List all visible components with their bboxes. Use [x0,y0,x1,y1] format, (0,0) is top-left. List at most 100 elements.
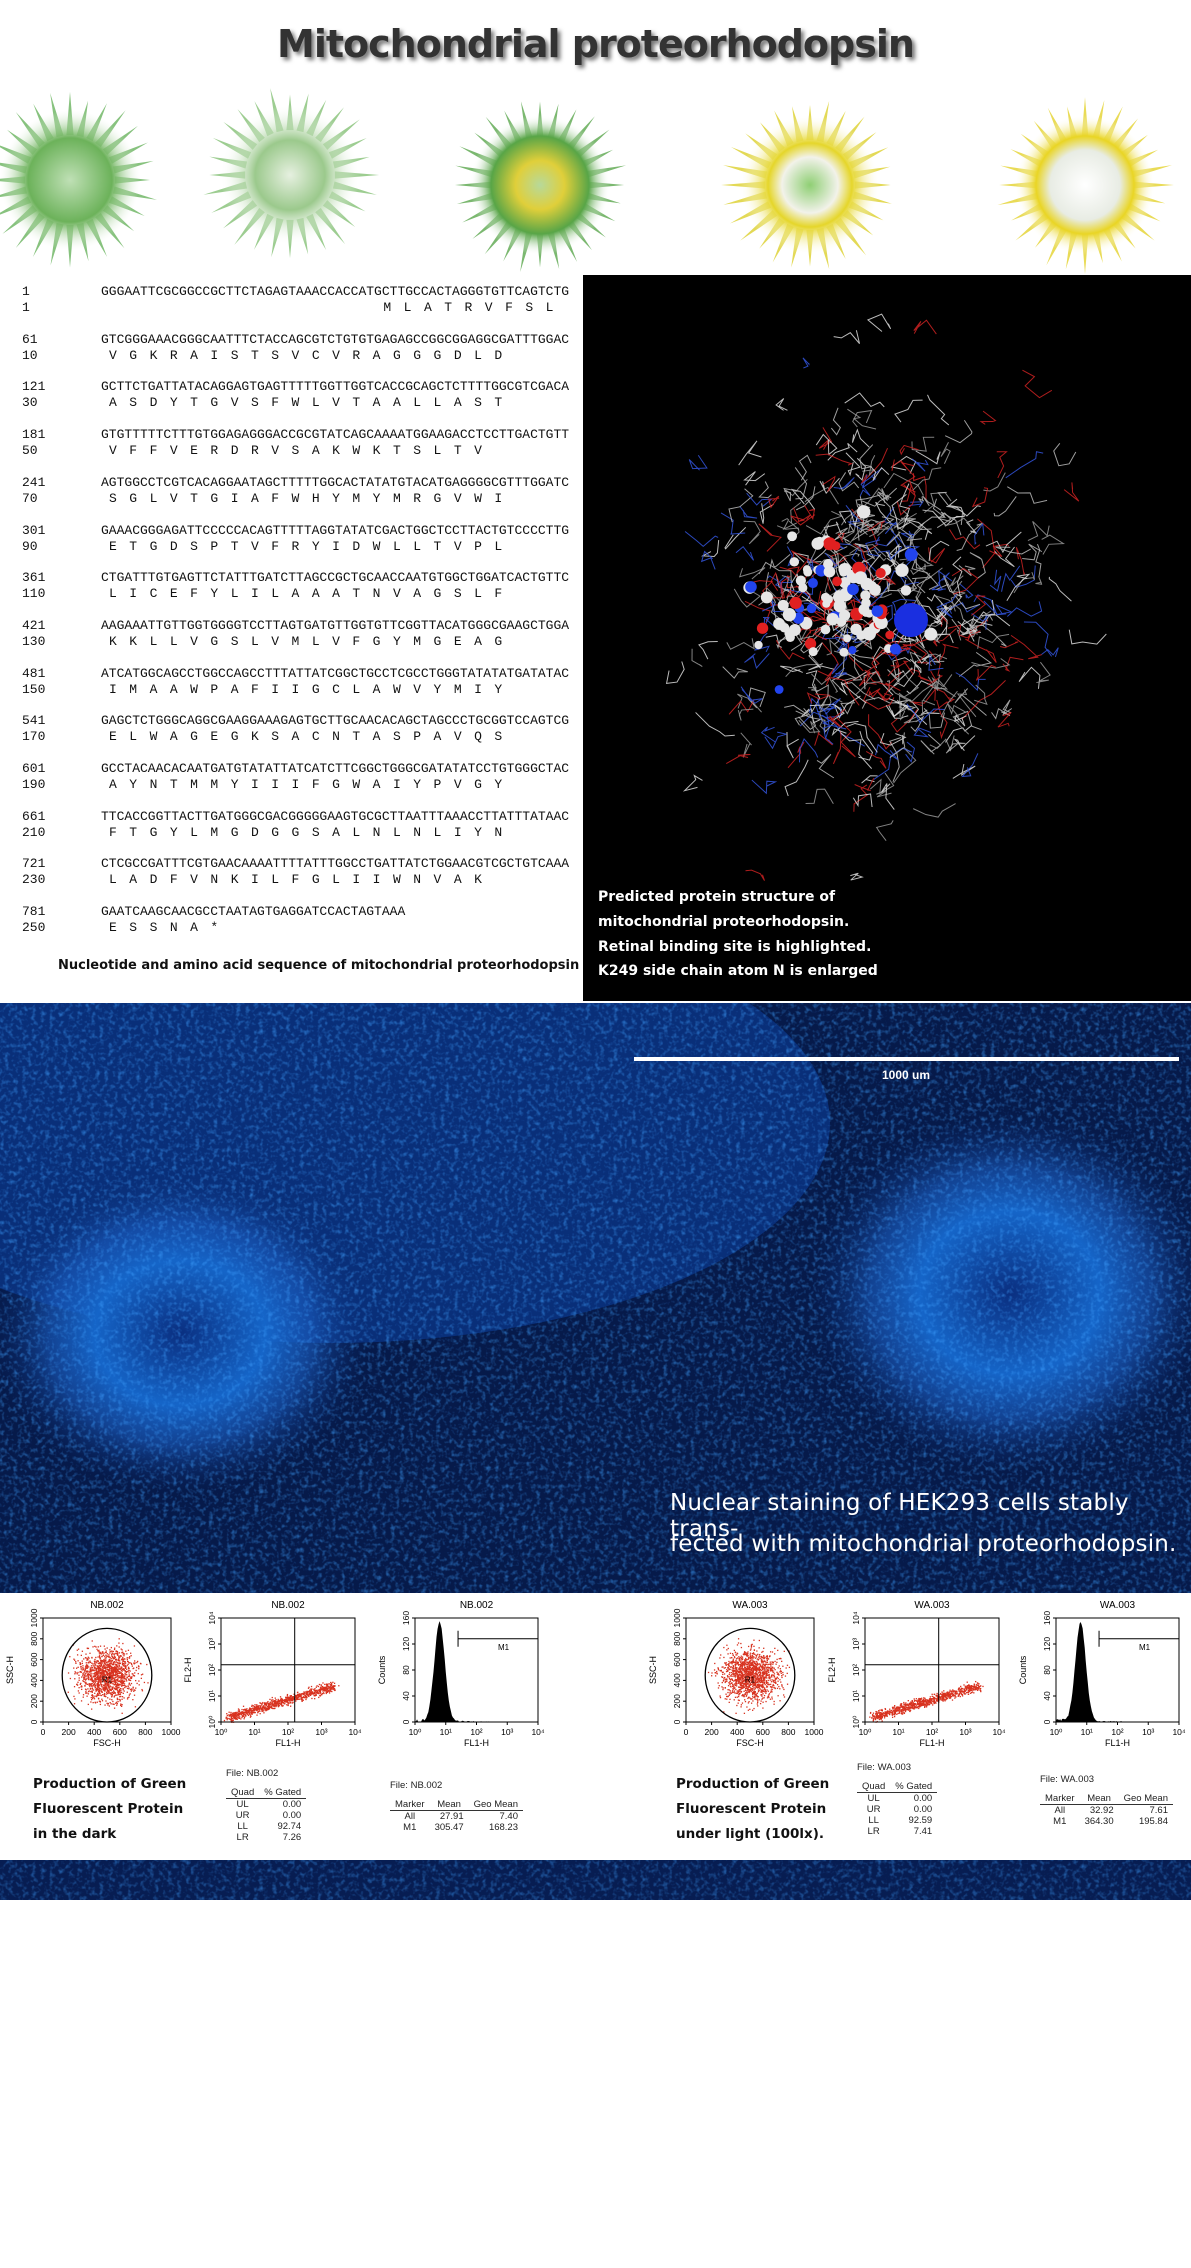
x-tick-label: 10⁰ [409,1727,422,1737]
event-dot [284,1700,286,1702]
event-dot [308,1694,310,1696]
event-dot [104,1689,106,1692]
event-dot [268,1707,270,1710]
event-dot [745,1683,747,1686]
event-dot [734,1662,737,1664]
table-cell: 27.91 [439,1811,464,1822]
event-dot [126,1698,129,1700]
bond [815,453,853,466]
event-dot [721,1686,723,1688]
event-dot [744,1666,746,1668]
event-dot [95,1678,97,1681]
event-dot [87,1688,89,1690]
table-row: LR 7.26 [226,1832,306,1843]
event-dot [761,1665,763,1668]
event-dot [90,1672,92,1675]
event-dot [763,1681,765,1683]
event-dot [87,1647,89,1650]
event-dot [122,1663,124,1665]
event-dot [90,1675,92,1678]
event-dot [97,1682,99,1684]
event-dot [109,1656,111,1659]
event-dot [283,1703,285,1705]
event-dot [765,1682,768,1685]
y-tick-label: 160 [401,1611,411,1625]
event-dot [778,1658,780,1660]
event-dot [131,1673,133,1675]
event-dot [741,1672,743,1674]
event-dot [771,1666,774,1668]
event-dot [91,1677,93,1679]
event-dot [746,1675,748,1677]
event-dot [242,1711,244,1713]
event-dot [107,1678,110,1680]
y-tick-label: 400 [29,1673,39,1687]
event-dot [722,1666,724,1668]
event-dot [250,1711,252,1713]
event-dot [782,1694,785,1696]
event-dot [771,1687,773,1689]
event-dot [94,1682,96,1685]
stats-table: Marker Mean Geo Mean All 27.91 7.40 M1 305.47 16… [390,1799,523,1833]
event-dot [768,1696,770,1699]
event-dot [727,1669,729,1672]
x-tick-label: 600 [113,1727,127,1737]
event-dot [103,1677,105,1679]
event-dot [103,1695,106,1697]
x-tick-label: 10³ [315,1727,327,1737]
event-dot [99,1665,102,1667]
event-dot [757,1677,759,1679]
event-dot [755,1665,757,1667]
event-dot [963,1690,965,1692]
event-dot [115,1667,117,1669]
event-dot [729,1678,731,1681]
bond [804,486,839,505]
bond [748,687,766,709]
aa-sequence: M L A T R V F S L [383,300,554,315]
event-dot [764,1668,766,1670]
bond [790,488,816,510]
event-dot [91,1662,93,1664]
event-dot [741,1657,743,1659]
event-dot [769,1663,772,1665]
event-dot [727,1691,729,1694]
flower-head [470,115,610,255]
event-dot [741,1670,743,1673]
event-dot [741,1676,743,1678]
event-dot [100,1682,102,1684]
event-dot [756,1694,758,1697]
event-dot [112,1690,115,1692]
event-dot [732,1688,734,1690]
event-dot [736,1690,738,1692]
event-dot [106,1680,108,1683]
event-dot [84,1675,86,1677]
event-dot [757,1690,760,1693]
event-dot [116,1687,118,1689]
event-dot [89,1652,91,1654]
event-dot [739,1663,741,1666]
event-dot [83,1677,85,1679]
event-dot [267,1700,269,1703]
event-dot [100,1676,102,1678]
event-dot [735,1654,737,1656]
event-dot [737,1682,740,1684]
event-dot [782,1687,784,1689]
event-dot [96,1680,98,1682]
y-tick-label: 800 [672,1631,682,1645]
event-dot [761,1675,763,1677]
event-dot [749,1655,751,1658]
event-dot [740,1664,742,1666]
bond [927,674,953,691]
event-dot [256,1707,259,1710]
event-dot [98,1654,101,1656]
event-dot [102,1668,104,1670]
event-dot [119,1655,121,1657]
event-dot [106,1677,109,1679]
event-dot [898,1709,900,1711]
event-dot [784,1675,787,1677]
aa-position: 110 [22,586,46,602]
event-dot [87,1656,89,1658]
event-dot [722,1687,724,1689]
event-dot [740,1676,742,1678]
event-dot [727,1695,729,1698]
